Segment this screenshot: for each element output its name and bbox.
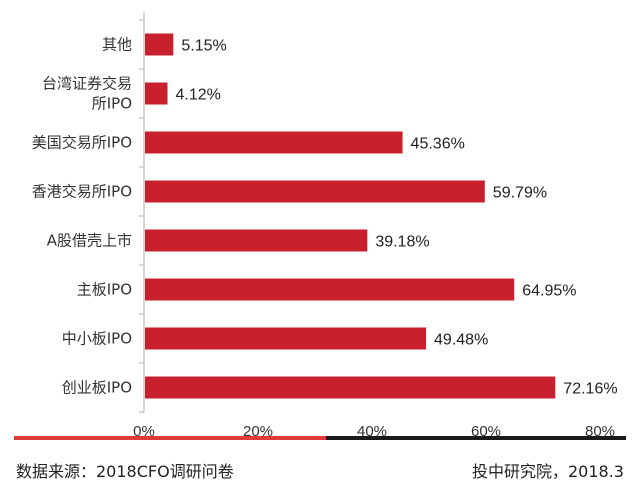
bar: [145, 33, 174, 56]
category-label: 主板IPO: [77, 281, 132, 299]
value-label: 39.18%: [375, 234, 429, 251]
x-tick-label: 0%: [133, 423, 155, 440]
value-label: 59.79%: [493, 185, 547, 202]
x-tick-label: 80%: [585, 423, 615, 440]
footer-divider-red: [14, 436, 326, 440]
x-tick-label: 40%: [357, 423, 387, 440]
category-label: 创业板IPO: [62, 379, 132, 397]
category-label: 中小板IPO: [62, 330, 132, 348]
bar: [145, 229, 368, 252]
bar: [145, 180, 485, 203]
value-label: 45.36%: [411, 136, 465, 153]
value-label: 5.15%: [181, 38, 226, 55]
value-label: 4.12%: [175, 87, 220, 104]
x-tick-label: 20%: [243, 423, 273, 440]
category-label: 美国交易所IPO: [32, 134, 132, 152]
x-tick-label: 60%: [471, 423, 501, 440]
value-label: 72.16%: [563, 381, 617, 398]
category-label: 其他: [102, 36, 132, 54]
bar: [145, 327, 427, 350]
value-label: 49.48%: [434, 332, 488, 349]
category-label: 所IPO: [92, 95, 132, 113]
category-label: A股借壳上市: [47, 232, 132, 250]
publisher-note: 投中研究院，2018.3: [472, 462, 624, 481]
value-label: 64.95%: [522, 283, 576, 300]
category-label: 香港交易所IPO: [32, 183, 132, 201]
category-label: 台湾证券交易: [42, 75, 132, 93]
bar: [145, 131, 403, 154]
bar: [145, 376, 556, 399]
bar: [145, 82, 168, 105]
footer-divider-black: [326, 436, 626, 440]
source-note: 数据来源：2018CFO调研问卷: [16, 462, 234, 481]
bar: [145, 278, 515, 301]
